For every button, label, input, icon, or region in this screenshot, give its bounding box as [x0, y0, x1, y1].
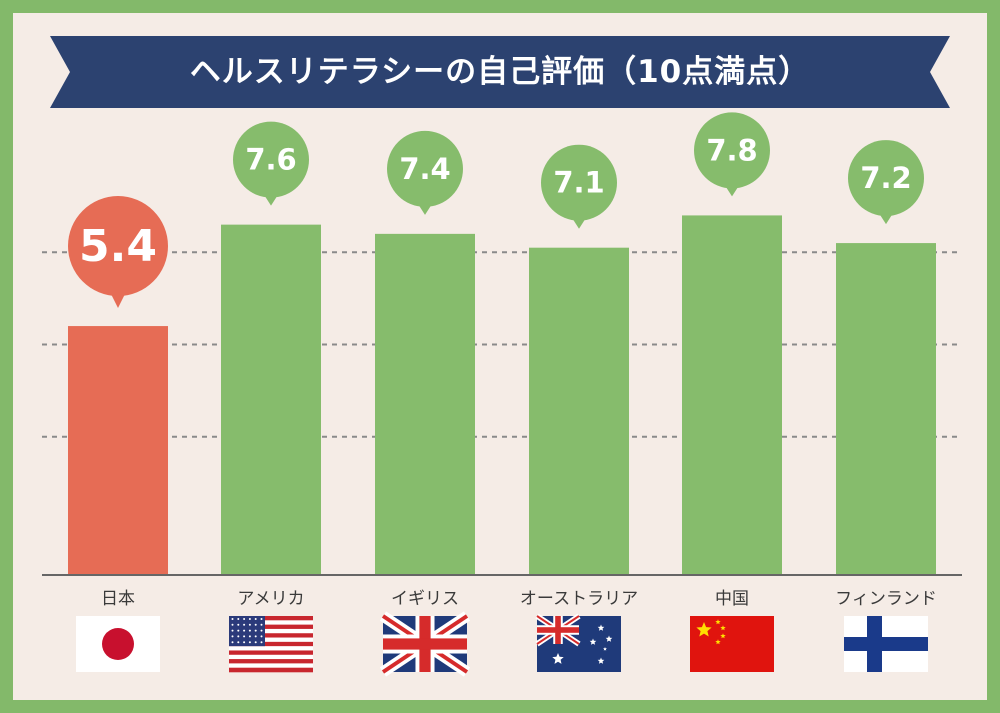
category-label: 日本: [101, 589, 135, 609]
category-label: オーストラリア: [520, 589, 638, 609]
bar: [375, 233, 475, 576]
finland-flag: [844, 616, 928, 672]
value-bubble: [694, 112, 770, 197]
value-bubble: [848, 140, 924, 225]
value-bubble: [387, 130, 463, 215]
value-label: 7.8: [706, 133, 757, 167]
chart-title: ヘルスリテラシーの自己評価（10点満点）: [189, 54, 811, 90]
bar: [529, 247, 629, 575]
category-label: 中国: [715, 589, 749, 609]
category-label: イギリス: [391, 589, 459, 609]
china-flag: [690, 616, 774, 672]
chart-panel: [13, 13, 987, 700]
value-label: 7.2: [860, 161, 911, 195]
bar: [68, 326, 168, 575]
title-banner: [50, 36, 950, 108]
usa-flag: [229, 616, 313, 673]
value-label: 7.6: [245, 143, 296, 177]
japan-flag: [76, 616, 160, 672]
value-bubble: [68, 196, 168, 309]
bar: [682, 215, 782, 576]
category-label: アメリカ: [237, 589, 304, 609]
value-bubble: [541, 144, 617, 229]
value-label: 5.4: [79, 221, 157, 272]
value-bubble: [233, 121, 309, 206]
bar: [836, 243, 936, 575]
uk-flag: [379, 611, 471, 677]
value-label: 7.4: [399, 152, 450, 186]
australia-flag: [535, 613, 621, 672]
value-label: 7.1: [553, 166, 604, 200]
category-label: フィンランド: [835, 589, 937, 609]
bar: [221, 224, 321, 575]
